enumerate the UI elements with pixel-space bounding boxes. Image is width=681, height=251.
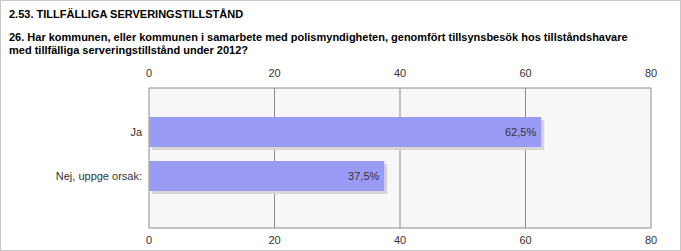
subtitle: 26. Har kommunen, eller kommunen i samar… [9, 31, 649, 57]
tick-label: 20 [268, 234, 280, 246]
bars [149, 117, 544, 194]
tick-label: 0 [146, 67, 152, 79]
tick-label: 60 [519, 67, 531, 79]
tick-label: 40 [394, 67, 406, 79]
tick-label: 80 [645, 234, 657, 246]
title: 2.53. TILLFÄLLIGA SERVERINGSTILLSTÅND [9, 8, 243, 20]
bar [149, 161, 384, 191]
axis-line [149, 228, 651, 229]
tick-label: 60 [519, 234, 531, 246]
category-label: Nej, uppge orsak: [56, 170, 142, 182]
category-label: Ja [130, 126, 143, 138]
axis-line [149, 88, 651, 89]
plot-svg: 0 0 20 20 40 40 60 60 80 80 Ja 62,5% Nej, uppge orsa… [1, 1, 680, 250]
data-label: 37,5% [348, 170, 379, 182]
grid-line [149, 88, 150, 228]
tick-label: 20 [268, 67, 280, 79]
data-label: 62,5% [505, 126, 536, 138]
grid-line [400, 88, 401, 228]
tick-label: 40 [394, 234, 406, 246]
grid-line [651, 88, 652, 228]
grid-line [274, 88, 275, 228]
tick-label: 0 [146, 234, 152, 246]
chart-frame: 2.53. TILLFÄLLIGA SERVERINGSTILLSTÅND 26… [0, 0, 681, 251]
tick-label: 80 [645, 67, 657, 79]
bar [149, 117, 541, 147]
plot-area [149, 88, 651, 228]
grid-line [525, 88, 526, 228]
